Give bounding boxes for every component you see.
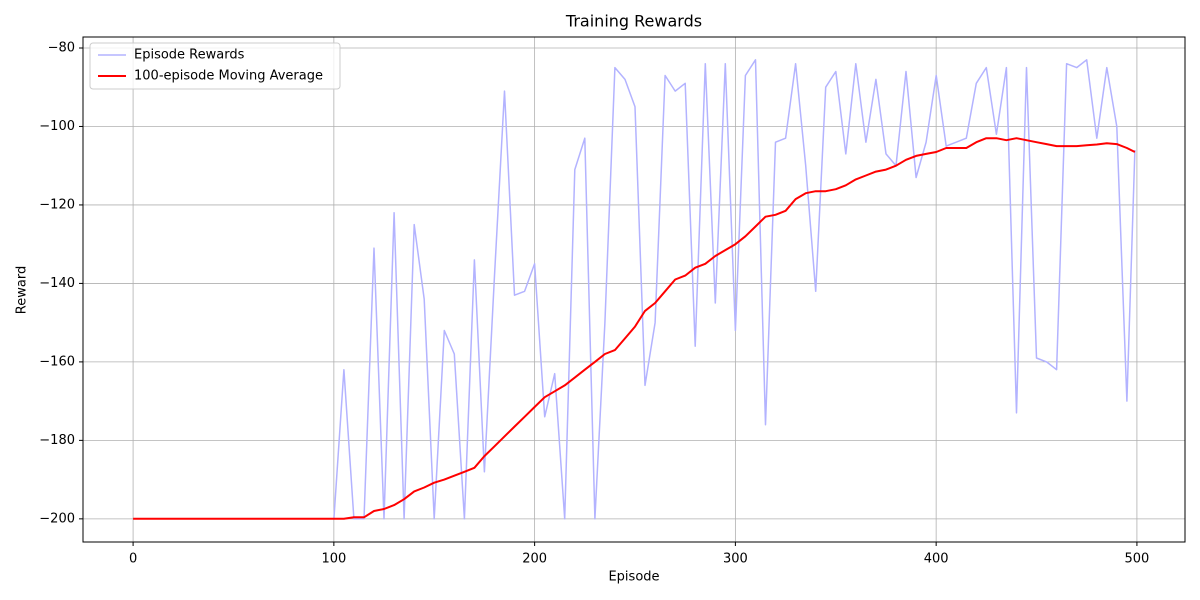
x-tick-label: 400 (924, 552, 949, 567)
y-tick-label: −200 (39, 511, 75, 526)
x-tick-label: 300 (723, 552, 748, 567)
y-tick-label: −180 (39, 433, 75, 448)
x-axis-label: Episode (608, 570, 659, 585)
x-tick-label: 500 (1125, 552, 1150, 567)
y-tick-label: −120 (39, 197, 75, 212)
chart-title: Training Rewards (565, 12, 702, 31)
y-tick-label: −80 (48, 40, 75, 55)
plot-frame (82, 36, 1186, 543)
series-line (133, 137, 1136, 520)
y-tick-label: −140 (39, 276, 75, 291)
y-axis-label: Reward (15, 266, 30, 314)
y-tick-label: −100 (39, 119, 75, 134)
x-tick-label: 200 (522, 552, 547, 567)
x-tick-label: 100 (321, 552, 346, 567)
x-tick-label: 0 (129, 552, 137, 567)
series-line (133, 59, 1136, 520)
legend-label: Episode Rewards (134, 48, 245, 63)
y-tick-label: −160 (39, 354, 75, 369)
legend-box (89, 42, 341, 90)
legend-label: 100-episode Moving Average (134, 69, 323, 84)
